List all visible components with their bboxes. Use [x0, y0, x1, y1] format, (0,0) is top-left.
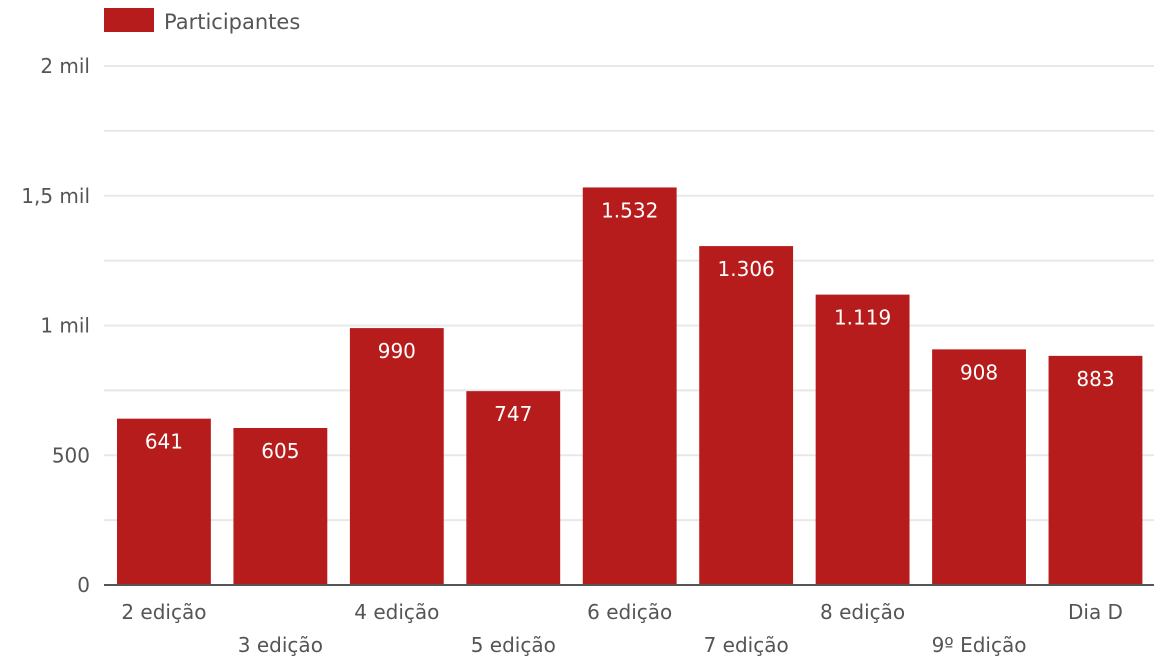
bar[interactable]	[932, 349, 1026, 585]
legend-label: Participantes	[164, 10, 300, 34]
bar-value-label: 883	[1076, 367, 1114, 391]
bar[interactable]	[466, 391, 561, 585]
x-category-label: 7 edição	[704, 633, 789, 657]
x-category-label: 3 edição	[238, 633, 323, 657]
y-tick-label: 0	[77, 573, 90, 597]
bar[interactable]	[699, 246, 794, 585]
x-category-label: 5 edição	[471, 633, 556, 657]
bar[interactable]	[582, 187, 677, 586]
bar-value-label: 1.119	[834, 306, 891, 330]
x-category-label: 4 edição	[354, 600, 439, 624]
y-tick-label: 1 mil	[40, 314, 90, 338]
legend[interactable]: Participantes	[104, 8, 300, 34]
x-category-label: 8 edição	[820, 600, 905, 624]
x-category-label: 6 edição	[587, 600, 672, 624]
y-tick-label: 2 mil	[40, 54, 90, 78]
x-category-label: 2 edição	[121, 600, 206, 624]
x-category-label: Dia D	[1068, 600, 1123, 624]
y-tick-label: 500	[52, 443, 90, 467]
legend-swatch	[104, 8, 154, 32]
y-tick-label: 1,5 mil	[21, 184, 90, 208]
bar[interactable]	[349, 328, 444, 585]
bar[interactable]	[233, 428, 328, 585]
bar[interactable]	[815, 294, 910, 585]
bar[interactable]	[1048, 355, 1143, 585]
y-axis-tick-labels: 0 500 1 mil 1,5 mil 2 mil	[21, 54, 90, 597]
x-axis-category-labels: 2 edição 3 edição 4 edição 5 edição 6 edição…	[121, 600, 1123, 657]
bar-value-label: 641	[145, 430, 183, 454]
bars: 641 605 990 747 1.532 1.306 1.119 908 883	[117, 187, 1143, 586]
bar-value-label: 990	[378, 339, 416, 363]
bar-value-label: 605	[261, 439, 299, 463]
bar-value-label: 908	[960, 360, 998, 384]
bar[interactable]	[117, 418, 211, 585]
x-category-label: 9º Edição	[932, 633, 1027, 657]
bar-value-label: 1.306	[718, 257, 775, 281]
bar-value-label: 747	[494, 402, 532, 426]
bar-value-label: 1.532	[601, 198, 658, 222]
